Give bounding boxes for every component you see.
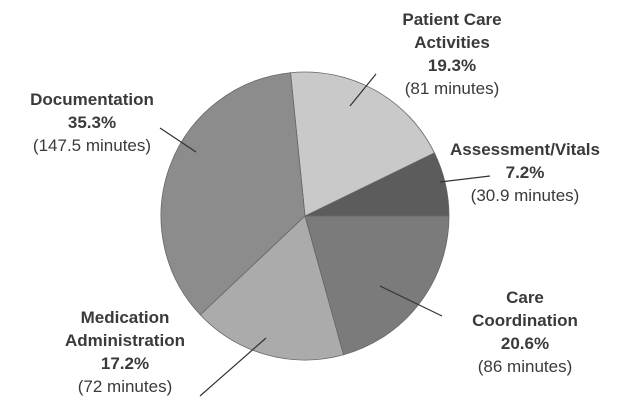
pie-slice	[199, 215, 345, 361]
pie-slice	[290, 71, 435, 217]
slice-label: Patient Care Activities 19.3% (81 minutes)	[367, 8, 538, 100]
slice-label: Documentation 35.3% (147.5 minutes)	[30, 88, 154, 157]
slice-percent: 20.6%	[500, 334, 550, 353]
slice-minutes: (147.5 minutes)	[32, 136, 152, 155]
slice-name: Care Coordination	[472, 288, 578, 330]
slice-percent: 19.3%	[427, 56, 477, 75]
slice-label: Medication Administration 17.2% (72 minute…	[50, 306, 200, 398]
leader-line	[199, 337, 267, 397]
slice-name: Patient Care Activities	[402, 10, 502, 52]
slice-label: Care Coordination 20.6% (86 minutes)	[472, 286, 578, 378]
leader-line	[349, 73, 377, 107]
leader-line	[439, 175, 491, 183]
slice-minutes: (81 minutes)	[404, 79, 500, 98]
slice-name: Documentation	[30, 90, 154, 109]
slice-percent: 17.2%	[100, 354, 150, 373]
leader-line	[379, 285, 443, 317]
pie-slice	[304, 215, 450, 356]
slice-percent: 35.3%	[67, 113, 117, 132]
leader-line	[159, 127, 197, 153]
slice-minutes: (86 minutes)	[477, 357, 573, 376]
slice-minutes: (30.9 minutes)	[470, 186, 580, 205]
slice-name: Assessment/Vitals	[450, 140, 600, 159]
slice-name: Medication Administration	[65, 308, 185, 350]
pie-slice	[160, 72, 306, 316]
slice-minutes: (72 minutes)	[77, 377, 173, 396]
slice-label: Assessment/Vitals 7.2% (30.9 minutes)	[450, 138, 600, 207]
slice-percent: 7.2%	[505, 163, 545, 182]
